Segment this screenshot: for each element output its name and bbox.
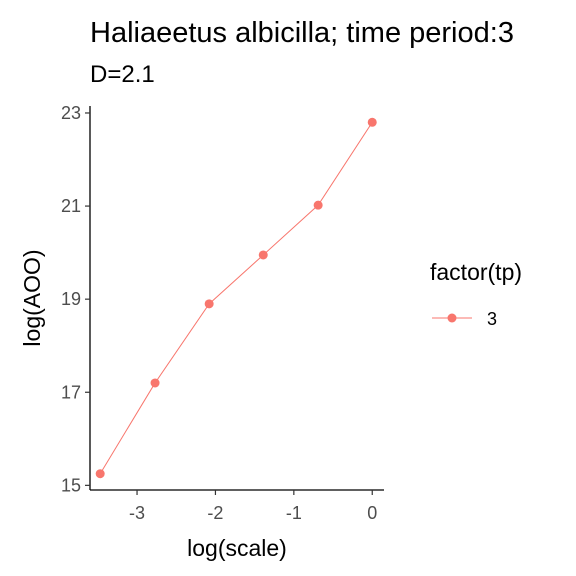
legend-title: factor(tp) <box>430 259 522 285</box>
x-tick-label: -2 <box>207 503 223 523</box>
y-axis-ticks: 15 17 19 21 23 <box>61 103 90 495</box>
x-tick-label: -3 <box>129 503 145 523</box>
y-tick-label: 15 <box>61 475 81 495</box>
data-point <box>313 200 323 210</box>
y-tick-label: 23 <box>61 103 81 123</box>
legend-item-label: 3 <box>487 309 497 329</box>
x-tick-label: -1 <box>286 503 302 523</box>
data-point <box>367 117 377 127</box>
data-point <box>204 299 214 309</box>
plot-axes <box>89 106 384 491</box>
chart-subtitle: D=2.1 <box>90 61 155 88</box>
x-tick-label: 0 <box>367 503 377 523</box>
legend-key-point <box>447 313 457 323</box>
y-tick-label: 21 <box>61 196 81 216</box>
x-axis-ticks: -3 -2 -1 0 <box>129 490 377 523</box>
legend: factor(tp) 3 <box>430 259 522 329</box>
chart-title: Haliaeetus albicilla; time period:3 <box>90 17 514 49</box>
data-point <box>258 250 268 260</box>
data-point <box>150 378 160 388</box>
y-tick-label: 17 <box>61 382 81 402</box>
y-tick-label: 19 <box>61 289 81 309</box>
series-line <box>99 122 373 474</box>
x-axis-title: log(scale) <box>187 535 287 561</box>
y-axis-title: log(AOO) <box>19 249 45 346</box>
data-point <box>95 469 105 479</box>
series-layer <box>95 117 377 479</box>
